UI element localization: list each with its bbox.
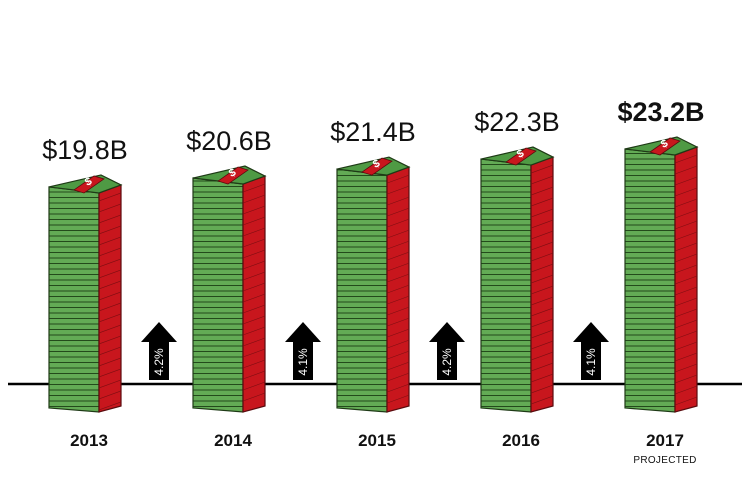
bar-2017: $ <box>624 136 699 413</box>
category-label: 2016 <box>502 431 540 450</box>
dollar-sign-icon: $ <box>371 157 382 170</box>
bar-front-face <box>624 148 676 413</box>
dollar-sign-icon: $ <box>227 166 238 179</box>
bar-front-face <box>48 186 100 413</box>
bar-top-band <box>217 166 249 185</box>
growth-label: 4.1% <box>296 348 310 376</box>
growth-arrow-icon: 4.1% <box>285 322 321 380</box>
growth-arrow-icon: 4.2% <box>429 322 465 380</box>
bar-top-band <box>361 157 393 176</box>
bar-front-face <box>480 158 532 413</box>
growth-label: 4.2% <box>152 348 166 376</box>
bar-2015: $ <box>336 156 411 413</box>
bar-2014: $ <box>192 165 267 413</box>
bar-side-band <box>242 175 266 413</box>
dollar-sign-icon: $ <box>83 175 94 188</box>
bar-top-band <box>649 137 681 156</box>
growth-label: 4.2% <box>440 348 454 376</box>
growth-arrow-icon: 4.1% <box>573 322 609 380</box>
bar-front-face <box>336 168 388 413</box>
bar-top-band <box>73 175 105 194</box>
category-sublabel: PROJECTED <box>633 455 696 466</box>
growth-label: 4.1% <box>584 348 598 376</box>
bar-top-band <box>505 147 537 166</box>
category-label: 2014 <box>214 431 252 450</box>
bar-front-face <box>192 177 244 413</box>
dollar-sign-icon: $ <box>659 137 670 150</box>
bar-side-band <box>674 146 698 413</box>
bar-2013: $ <box>48 174 123 413</box>
value-label: $21.4B <box>330 117 416 147</box>
value-label: $22.3B <box>474 107 560 137</box>
category-label: 2017 <box>646 431 684 450</box>
bar-2016: $ <box>480 146 555 413</box>
dollar-sign-icon: $ <box>515 147 526 160</box>
value-label: $20.6B <box>186 126 272 156</box>
category-label: 2015 <box>358 431 396 450</box>
value-label: $19.8B <box>42 135 128 165</box>
category-label: 2013 <box>70 431 108 450</box>
value-label: $23.2B <box>617 97 704 127</box>
growth-arrow-icon: 4.2% <box>141 322 177 380</box>
bar-side-band <box>530 156 554 413</box>
